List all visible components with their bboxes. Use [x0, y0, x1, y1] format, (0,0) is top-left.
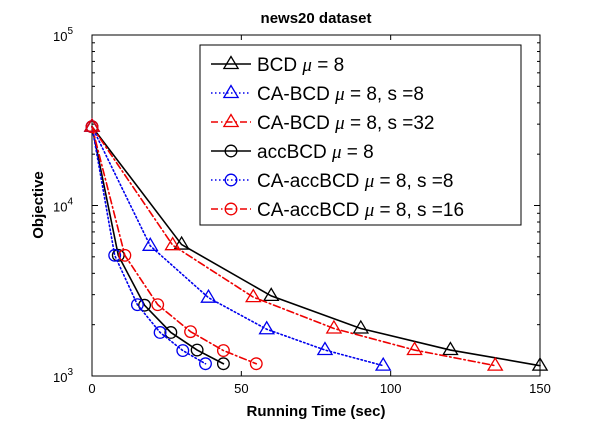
data-point — [130, 298, 144, 312]
data-point — [173, 235, 190, 250]
data-point — [216, 344, 230, 358]
data-point — [245, 288, 262, 303]
y-axis-label: Objective — [30, 171, 47, 239]
legend-box — [199, 44, 522, 226]
data-point — [374, 356, 392, 371]
data-point — [118, 248, 132, 262]
series-line — [91, 125, 207, 365]
series-line — [91, 125, 497, 367]
data-point — [486, 356, 504, 371]
series-line — [91, 125, 225, 365]
legend-label: CA-BCD μ = 8, s =32 — [257, 113, 434, 134]
y-axis: 103 104 105 — [53, 26, 540, 385]
legend-label: CA-accBCD μ = 8, s =8 — [257, 171, 453, 192]
legend-marker — [224, 144, 238, 158]
y-tick-label: 105 — [53, 26, 73, 44]
chart-title: news20 dataset — [261, 10, 372, 27]
legend-label: CA-BCD μ = 8, s =8 — [257, 84, 424, 105]
series-line — [91, 125, 385, 367]
data-point — [153, 326, 167, 339]
legend-label: CA-accBCD μ = 8, s =16 — [257, 200, 464, 221]
data-point — [352, 319, 370, 334]
x-axis: 0 50 100 150 — [88, 35, 551, 396]
x-tick-label: 100 — [380, 381, 402, 396]
legend-marker — [222, 84, 240, 99]
data-point — [262, 287, 280, 302]
data-point — [184, 325, 198, 339]
data-point — [108, 248, 122, 262]
data-point — [164, 326, 178, 339]
data-point — [216, 357, 230, 371]
data-point — [138, 298, 152, 312]
data-point — [325, 319, 343, 334]
y-tick-label: 104 — [53, 197, 73, 215]
data-point — [151, 298, 165, 312]
data-point — [164, 236, 181, 251]
data-point — [406, 341, 423, 356]
x-tick-label: 50 — [234, 381, 248, 396]
legend-marker — [222, 113, 240, 128]
x-axis-label: Running Time (sec) — [247, 403, 386, 420]
legend: BCD μ = 8 CA-BCD μ = 8, s =8 CA-BCD μ = 8,… — [199, 44, 522, 226]
y-tick-label: 103 — [53, 367, 73, 385]
data-point — [258, 320, 275, 335]
data-point — [316, 341, 334, 356]
data-point — [176, 344, 190, 358]
legend-marker — [224, 173, 238, 187]
data-point — [85, 120, 99, 134]
data-point — [249, 357, 263, 371]
data-point — [442, 341, 459, 356]
series-line — [91, 125, 541, 367]
x-tick-label: 0 — [88, 381, 95, 396]
legend-label: accBCD μ = 8 — [257, 142, 374, 163]
legend-marker — [224, 202, 238, 216]
data-point — [190, 343, 204, 357]
data-point — [199, 357, 212, 371]
data-point — [531, 356, 549, 371]
series-layer — [83, 117, 549, 371]
data-point — [200, 288, 217, 303]
legend-marker — [222, 55, 240, 70]
legend-label: BCD μ = 8 — [257, 55, 344, 76]
x-tick-label: 150 — [529, 381, 551, 396]
data-point — [141, 237, 159, 251]
series-group — [85, 120, 263, 371]
